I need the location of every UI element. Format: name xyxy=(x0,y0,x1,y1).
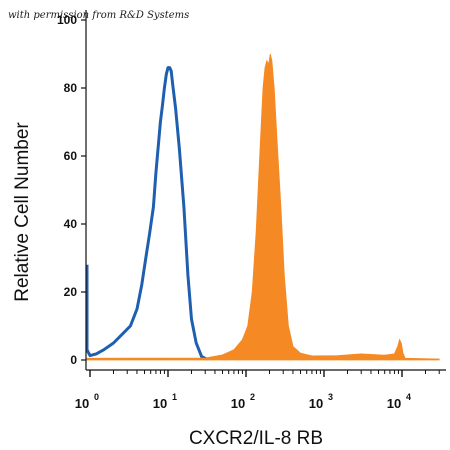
x-tick-exponent-1: 1 xyxy=(172,392,177,402)
x-tick-exponent-4: 4 xyxy=(406,392,411,402)
y-tick-label-60: 60 xyxy=(64,149,78,163)
x-tick-exponent-0: 0 xyxy=(94,392,99,402)
y-ticks: 0 20 40 60 80 100 xyxy=(57,13,86,367)
x-tick-label-1: 10 xyxy=(153,396,167,411)
x-tick-exponent-3: 3 xyxy=(328,392,333,402)
x-tick-label-4: 10 xyxy=(387,396,401,411)
y-tick-label-80: 80 xyxy=(64,81,78,95)
y-tick-label-0: 0 xyxy=(70,353,77,367)
x-tick-exponent-2: 2 xyxy=(250,392,255,402)
x-tick-label-2: 10 xyxy=(231,396,245,411)
x-axis-title: CXCR2/IL-8 RB xyxy=(189,428,323,449)
y-axis-title: Relative Cell Number xyxy=(12,122,33,302)
x-ticks: 10 0 10 1 10 2 10 3 10 4 xyxy=(75,370,440,411)
y-tick-label-40: 40 xyxy=(64,217,78,231)
series-0-outline-histogram xyxy=(85,66,209,361)
y-tick-label-100: 100 xyxy=(57,13,77,27)
x-tick-label-3: 10 xyxy=(309,396,323,411)
series-1-filled-histogram xyxy=(86,53,440,361)
x-tick-label-0: 10 xyxy=(75,396,89,411)
series-layer xyxy=(85,53,440,361)
credit-text: with permission from R&D Systems xyxy=(8,10,189,21)
y-tick-label-20: 20 xyxy=(64,285,78,299)
